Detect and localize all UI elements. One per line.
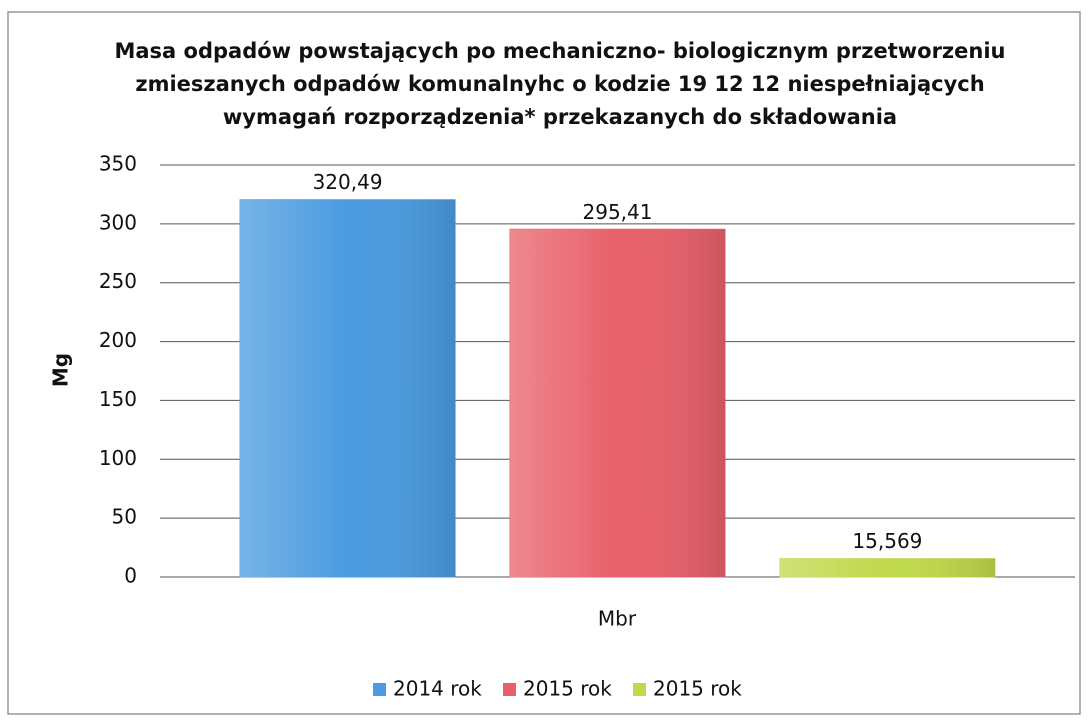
y-tick-label: 150 <box>99 387 137 411</box>
x-axis-label: Mbr <box>598 607 637 631</box>
data-label: 295,41 <box>583 200 653 224</box>
y-tick-label: 100 <box>99 446 137 470</box>
data-label: 15,569 <box>852 529 922 553</box>
y-tick-label: 50 <box>112 505 137 529</box>
data-label: 320,49 <box>313 170 383 194</box>
legend-label: 2015 rok <box>653 677 742 701</box>
legend-swatch <box>633 683 646 696</box>
legend-swatch <box>373 683 386 696</box>
y-tick-label: 200 <box>99 328 137 352</box>
legend-swatch <box>503 683 516 696</box>
chart-title: Masa odpadów powstających po mechaniczno… <box>114 39 1005 63</box>
y-tick-label: 250 <box>99 269 137 293</box>
chart-title: wymagań rozporządzenia* przekazanych do … <box>223 105 897 129</box>
y-tick-label: 0 <box>124 564 137 588</box>
legend-label: 2014 rok <box>393 677 482 701</box>
legend-label: 2015 rok <box>523 677 612 701</box>
bar-shine <box>779 558 995 577</box>
bar-shine <box>509 229 726 577</box>
y-tick-label: 300 <box>99 210 137 234</box>
y-tick-label: 350 <box>99 152 137 176</box>
bar-shine <box>240 199 456 577</box>
chart-title: zmieszanych odpadów komunalnyhc o kodzie… <box>135 72 984 96</box>
y-axis-label: Mg <box>49 353 73 387</box>
